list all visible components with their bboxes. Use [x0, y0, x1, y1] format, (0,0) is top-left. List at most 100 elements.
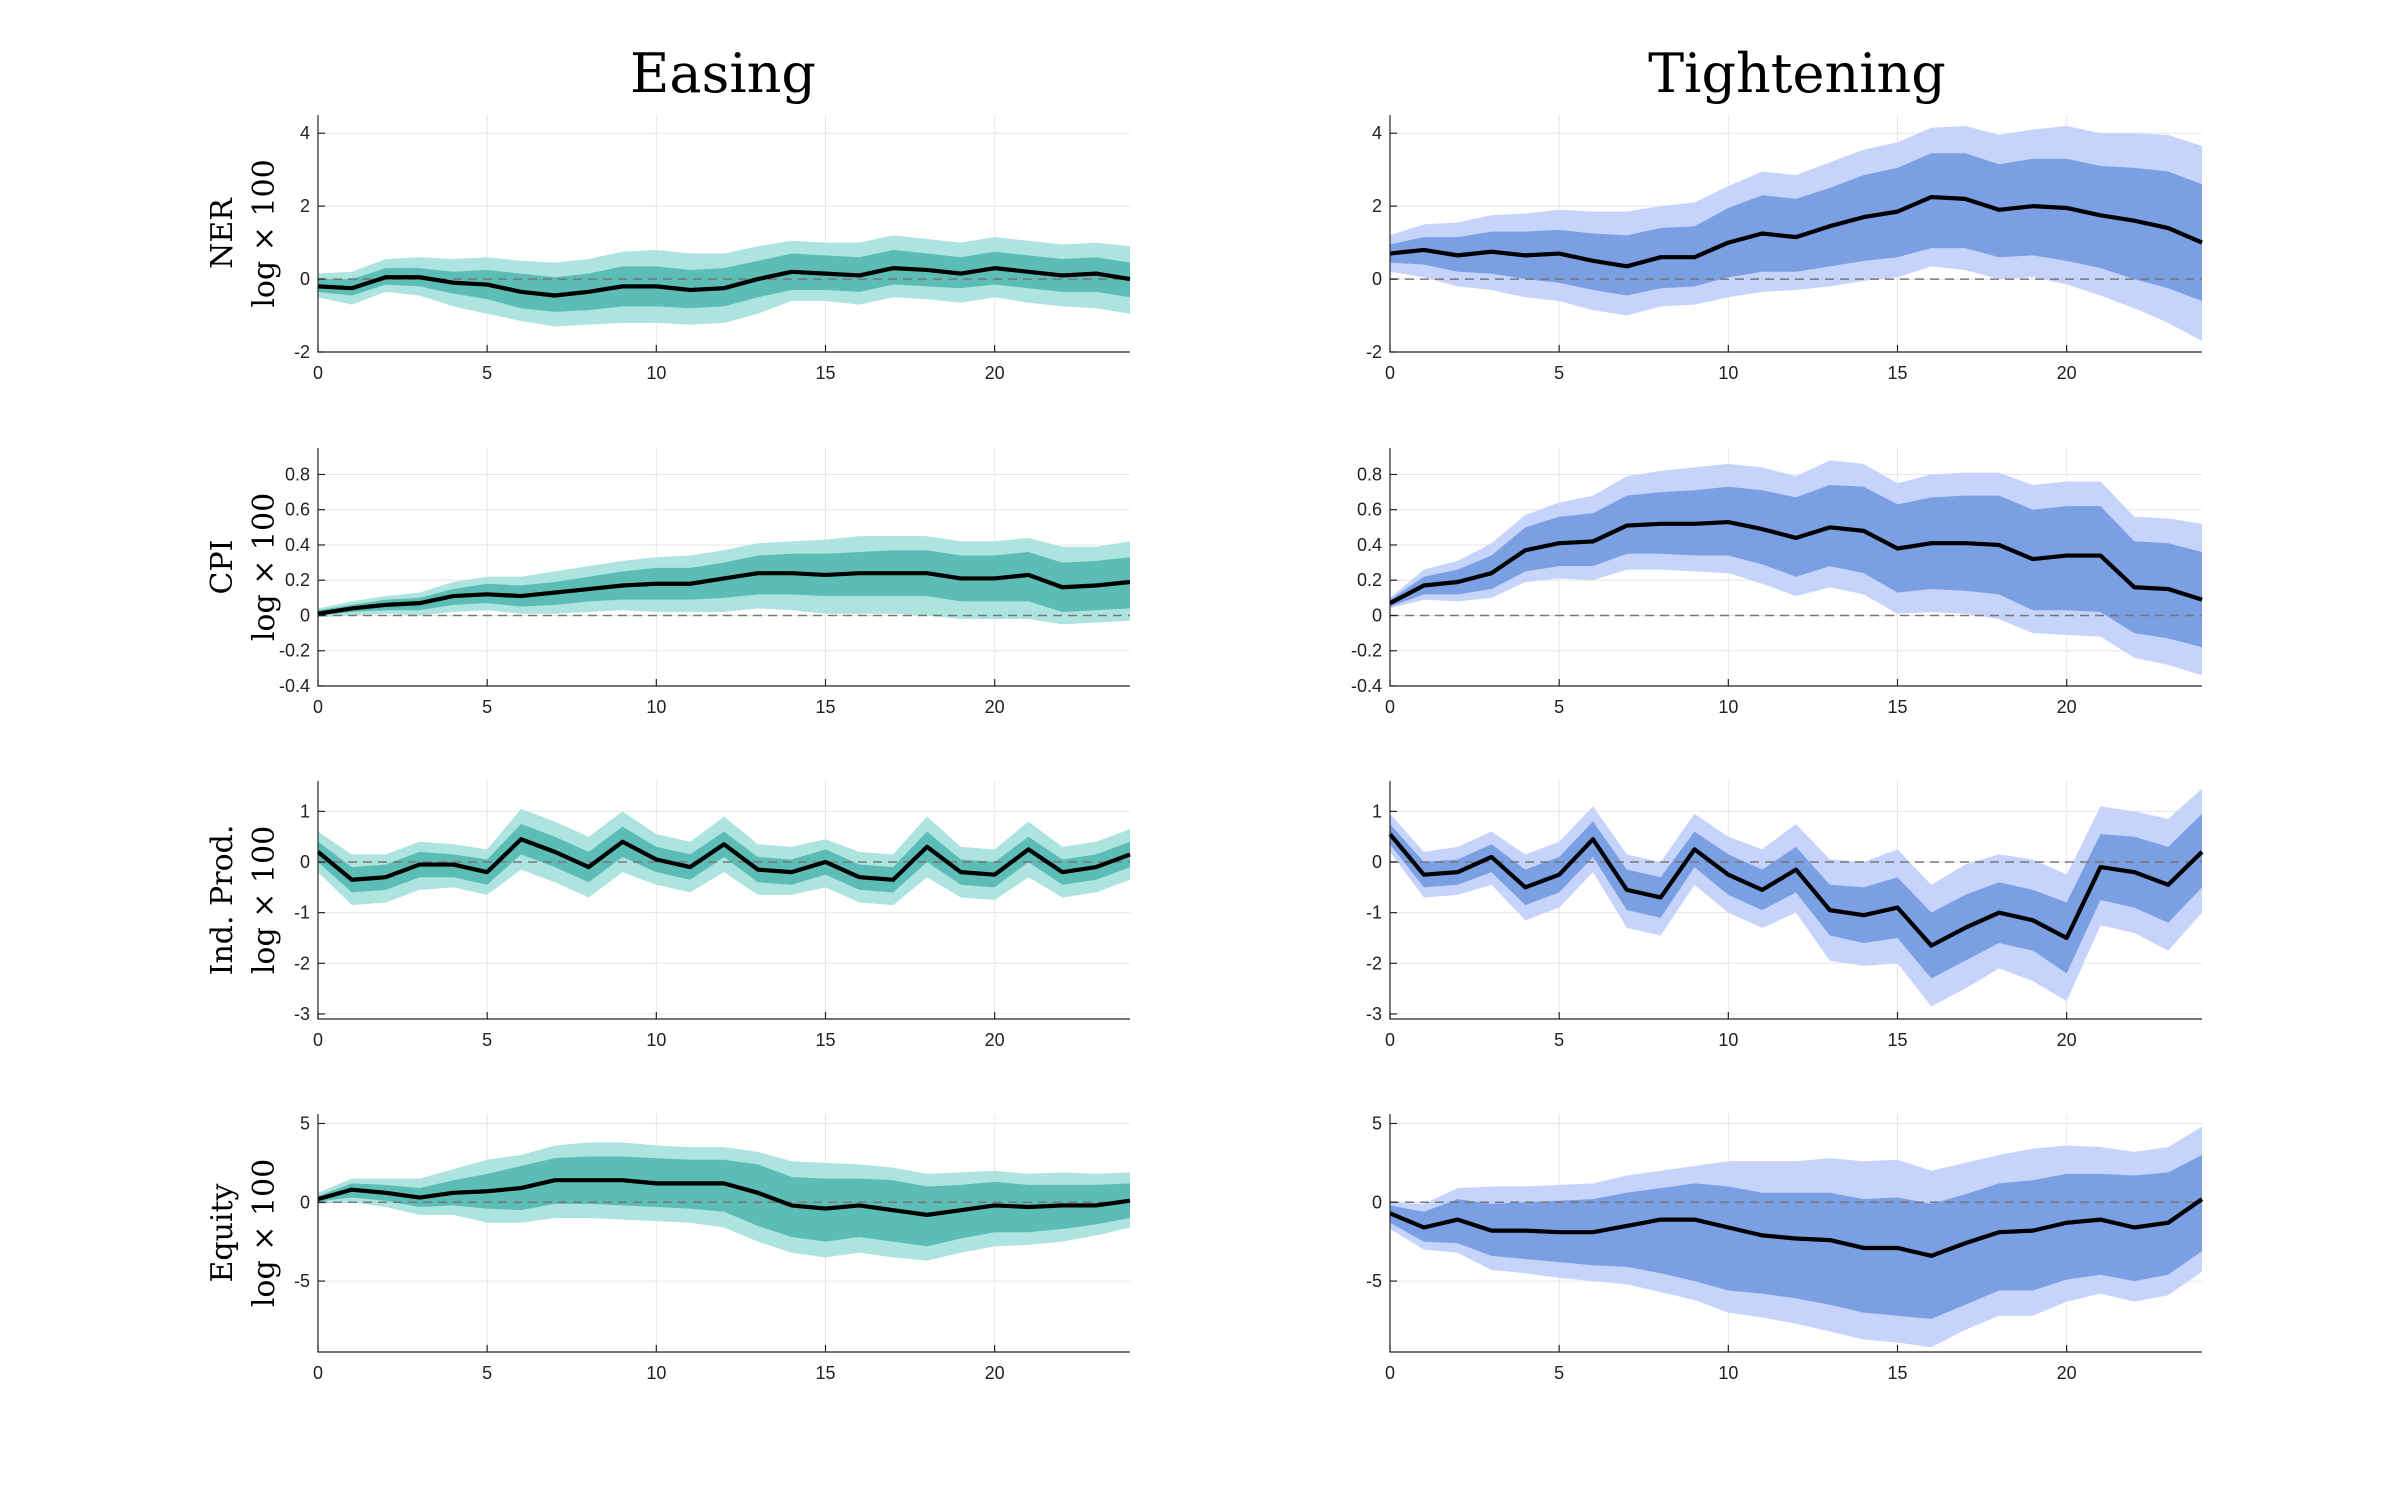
y-tick-label: -0.2: [279, 641, 310, 661]
x-tick-label: 20: [2057, 1030, 2077, 1050]
x-tick-label: 0: [313, 697, 323, 717]
x-tick-label: 0: [1385, 697, 1395, 717]
x-tick-label: 20: [2057, 363, 2077, 383]
y-tick-label: -2: [294, 953, 310, 973]
y-tick-label: 0: [300, 852, 310, 872]
median-response-line: [316, 837, 1131, 882]
y-tick-label: 0.6: [285, 500, 310, 520]
y-tick-label: 0.4: [1357, 535, 1382, 555]
x-tick-label: 0: [313, 1030, 323, 1050]
x-tick-label: 10: [646, 1363, 666, 1383]
x-tick-label: 20: [2057, 697, 2077, 717]
col-title-tightening: Tightening: [1648, 42, 1946, 105]
y-axis-label-unit: log × 100: [247, 826, 282, 974]
y-tick-label: 0.8: [285, 464, 310, 484]
x-tick-label: 10: [646, 1030, 666, 1050]
y-tick-label: 5: [300, 1113, 310, 1133]
y-tick-label: -1: [1366, 903, 1382, 923]
x-tick-label: 0: [313, 363, 323, 383]
y-tick-label: 0.2: [285, 570, 310, 590]
y-tick-label: -0.4: [279, 676, 310, 696]
y-tick-label: -3: [294, 1004, 310, 1024]
inner-confidence-band: [318, 1156, 1130, 1247]
x-tick-label: 10: [646, 697, 666, 717]
x-tick-label: 20: [985, 697, 1005, 717]
x-tick-label: 20: [985, 1030, 1005, 1050]
y-tick-label: 0: [300, 605, 310, 625]
y-tick-label: -2: [1366, 953, 1382, 973]
x-tick-label: 15: [1887, 363, 1907, 383]
median-response-line: [1389, 519, 2203, 606]
x-tick-label: 10: [1718, 1030, 1738, 1050]
y-tick-label: -2: [1366, 342, 1382, 362]
y-tick-label: 0: [1372, 605, 1382, 625]
y-tick-label: 0: [1372, 269, 1382, 289]
median-response-line: [1389, 194, 2203, 269]
x-tick-label: 20: [985, 363, 1005, 383]
x-tick-label: 15: [1887, 697, 1907, 717]
x-tick-label: 10: [1718, 363, 1738, 383]
x-tick-label: 15: [815, 1030, 835, 1050]
y-tick-label: 1: [300, 801, 310, 821]
x-tick-label: 5: [482, 1363, 492, 1383]
panel-ip-tightening: 0 5 10 15 20 -3 -2 -1 0 1: [1366, 781, 2204, 1050]
x-tick-label: 5: [482, 1030, 492, 1050]
x-tick-label: 15: [815, 363, 835, 383]
y-tick-label: -5: [294, 1271, 310, 1291]
y-axis-label-unit: log × 100: [247, 159, 282, 307]
median-response-line: [1389, 1197, 2204, 1258]
col-title-easing: Easing: [630, 42, 816, 105]
y-tick-label: 5: [1372, 1113, 1382, 1133]
x-tick-label: 15: [1887, 1030, 1907, 1050]
inner-confidence-band: [1390, 153, 2202, 301]
y-axis-label-variable: CPI: [205, 540, 240, 595]
x-tick-label: 5: [482, 363, 492, 383]
panel-equity-easing: 0 5 10 15 20 -5 0 5 Equity log × 100: [205, 1113, 1131, 1383]
y-tick-label: 0: [1372, 1192, 1382, 1212]
inner-confidence-band: [1390, 813, 2202, 979]
y-tick-label: -1: [294, 903, 310, 923]
x-tick-label: 5: [1554, 363, 1564, 383]
y-tick-label: 4: [1372, 123, 1382, 143]
y-tick-label: 0: [300, 1192, 310, 1212]
x-tick-label: 10: [646, 363, 666, 383]
inner-confidence-band: [318, 550, 1130, 616]
y-axis-label-unit: log × 100: [247, 1159, 282, 1307]
x-tick-label: 10: [1718, 697, 1738, 717]
x-tick-label: 5: [1554, 1363, 1564, 1383]
y-tick-label: 0.6: [1357, 500, 1382, 520]
x-tick-label: 0: [1385, 363, 1395, 383]
x-tick-label: 0: [313, 1363, 323, 1383]
y-axis-label-unit: log × 100: [247, 493, 282, 641]
panel-cpi-tightening: 0 5 10 15 20 -0.4 -0.2 0 0.2 0.4 0.6 0.8: [1351, 448, 2203, 717]
x-tick-label: 0: [1385, 1363, 1395, 1383]
panel-equity-tightening: 0 5 10 15 20 -5 0 5: [1366, 1113, 2204, 1383]
y-tick-label: -3: [1366, 1004, 1382, 1024]
x-tick-label: 5: [482, 697, 492, 717]
x-tick-label: 15: [1887, 1363, 1907, 1383]
median-response-line: [317, 571, 1131, 616]
x-tick-label: 10: [1718, 1363, 1738, 1383]
y-tick-label: 0.8: [1357, 464, 1382, 484]
y-axis-label-variable: Equity: [205, 1183, 240, 1282]
y-tick-label: -5: [1366, 1271, 1382, 1291]
x-tick-label: 5: [1554, 697, 1564, 717]
x-tick-label: 20: [2057, 1363, 2077, 1383]
x-tick-label: 0: [1385, 1030, 1395, 1050]
y-tick-label: 0: [1372, 852, 1382, 872]
y-tick-label: -2: [294, 342, 310, 362]
y-tick-label: 4: [300, 123, 310, 143]
y-tick-label: -0.2: [1351, 641, 1382, 661]
y-tick-label: 2: [1372, 196, 1382, 216]
inner-confidence-band: [1390, 485, 2202, 648]
x-tick-label: 15: [815, 1363, 835, 1383]
panel-ip-easing: 0 5 10 15 20 -3 -2 -1 0 1 Ind. Prod. log × 100: [205, 781, 1131, 1050]
inner-confidence-band: [318, 249, 1130, 312]
y-tick-label: 2: [300, 196, 310, 216]
panel-cpi-easing: 0 5 10 15 20 -0.4 -0.2 0 0.2 0.4 0.6 0.8 CPI log × 10…: [205, 448, 1131, 717]
y-axis-label-variable: NER: [205, 197, 240, 269]
x-tick-label: 15: [815, 697, 835, 717]
